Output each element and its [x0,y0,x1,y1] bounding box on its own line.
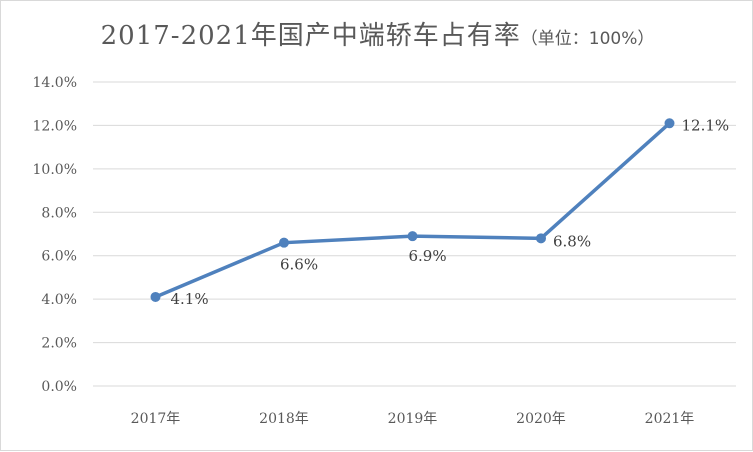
y-tick-label: 8.0% [41,205,77,221]
data-point [279,237,289,248]
x-tick-label: 2021年 [645,411,695,427]
y-axis-ticks: 0.0% 2.0% 4.0% 6.0% 8.0% 10.0% 12.0% 14.0% [33,75,77,395]
x-tick-label: 2017年 [131,411,181,427]
chart-title: 2017-2021年国产中端轿车占有率（单位：100%） [1,15,753,52]
series-line-group [150,118,675,302]
gridlines [93,81,736,387]
y-tick-label: 2.0% [41,336,77,352]
x-tick-label: 2020年 [516,411,566,427]
chart-title-unit: （单位：100%） [520,29,655,49]
data-point [407,231,418,242]
x-tick-label: 2018年 [259,411,309,427]
y-tick-label: 12.0% [33,118,77,134]
y-tick-label: 14.0% [33,75,77,91]
data-point [536,233,546,244]
data-label: 6.6% [280,256,318,274]
data-label: 6.9% [409,247,447,265]
data-labels: 4.1% 6.6% 6.9% 6.8% 12.1% [171,116,730,308]
data-label: 6.8% [553,232,591,250]
series-line [153,121,672,299]
data-point [150,291,161,302]
x-tick-label: 2019年 [388,411,438,427]
data-point [664,118,675,129]
y-tick-label: 6.0% [41,249,77,265]
x-axis-ticks: 2017年 2018年 2019年 2020年 2021年 [131,411,695,427]
y-tick-label: 4.0% [41,292,77,308]
chart-title-main: 2017-2021年国产中端轿车占有率 [100,21,521,51]
y-tick-label: 0.0% [41,379,77,395]
y-tick-label: 10.0% [33,162,77,178]
data-label: 12.1% [682,116,730,134]
data-label: 4.1% [171,290,209,308]
